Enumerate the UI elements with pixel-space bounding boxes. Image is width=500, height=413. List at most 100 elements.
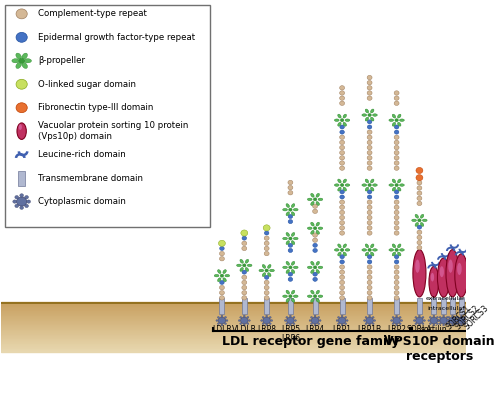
Circle shape: [221, 324, 223, 326]
Text: Cytoplasmic domain: Cytoplasmic domain: [38, 197, 126, 206]
Circle shape: [430, 316, 432, 318]
Circle shape: [367, 296, 372, 300]
Ellipse shape: [398, 187, 401, 191]
Ellipse shape: [316, 290, 320, 294]
Circle shape: [242, 296, 247, 300]
Circle shape: [433, 324, 435, 326]
Ellipse shape: [246, 259, 248, 263]
Circle shape: [392, 316, 394, 318]
Circle shape: [270, 320, 272, 321]
Circle shape: [446, 316, 448, 318]
Text: intracellular: intracellular: [428, 306, 466, 311]
Circle shape: [264, 291, 269, 295]
Ellipse shape: [392, 252, 396, 256]
Bar: [288, 298, 293, 314]
Ellipse shape: [370, 244, 374, 248]
Ellipse shape: [318, 227, 323, 230]
Circle shape: [367, 270, 372, 274]
Circle shape: [346, 320, 348, 321]
Ellipse shape: [343, 179, 346, 183]
Bar: [0, 315, 466, 316]
Circle shape: [418, 324, 420, 326]
Circle shape: [417, 245, 422, 250]
Circle shape: [341, 315, 343, 317]
Circle shape: [288, 266, 292, 269]
Circle shape: [394, 280, 399, 285]
Ellipse shape: [294, 266, 298, 268]
Ellipse shape: [12, 59, 20, 63]
Ellipse shape: [362, 114, 366, 116]
Ellipse shape: [343, 114, 346, 118]
Circle shape: [367, 156, 372, 160]
Circle shape: [313, 243, 318, 247]
Circle shape: [394, 101, 399, 105]
Ellipse shape: [310, 261, 314, 265]
Ellipse shape: [430, 273, 434, 282]
Bar: [0, 346, 466, 347]
Bar: [0, 340, 466, 341]
Circle shape: [288, 277, 292, 281]
Bar: [0, 305, 466, 306]
Circle shape: [242, 241, 247, 245]
Text: Complement-type repeat: Complement-type repeat: [38, 9, 147, 18]
Circle shape: [417, 180, 422, 185]
Ellipse shape: [370, 117, 374, 121]
Circle shape: [20, 206, 24, 209]
Circle shape: [394, 221, 399, 225]
Circle shape: [372, 323, 374, 325]
Circle shape: [288, 272, 292, 276]
Circle shape: [313, 249, 318, 252]
Circle shape: [312, 209, 318, 214]
Circle shape: [218, 323, 220, 325]
Circle shape: [368, 195, 372, 199]
Circle shape: [367, 140, 372, 145]
Circle shape: [16, 197, 27, 206]
Circle shape: [368, 183, 372, 187]
Ellipse shape: [18, 124, 22, 130]
Circle shape: [15, 195, 18, 199]
Circle shape: [394, 166, 399, 170]
Ellipse shape: [362, 249, 366, 251]
Circle shape: [314, 266, 317, 269]
Bar: [0, 308, 466, 309]
Circle shape: [336, 320, 338, 321]
Circle shape: [340, 125, 344, 129]
Ellipse shape: [415, 259, 420, 273]
Bar: [0, 329, 466, 330]
Circle shape: [340, 101, 344, 105]
Circle shape: [340, 166, 344, 170]
Bar: [0, 327, 466, 328]
Circle shape: [264, 280, 269, 285]
Circle shape: [394, 190, 399, 194]
Ellipse shape: [292, 299, 295, 302]
Circle shape: [442, 315, 444, 317]
Circle shape: [367, 275, 372, 280]
Circle shape: [220, 280, 224, 285]
Circle shape: [367, 85, 372, 90]
Ellipse shape: [294, 237, 298, 240]
Ellipse shape: [310, 202, 314, 205]
Ellipse shape: [316, 261, 320, 265]
Bar: [441, 298, 446, 314]
Ellipse shape: [398, 122, 401, 126]
Circle shape: [24, 204, 28, 208]
Circle shape: [15, 204, 18, 208]
Circle shape: [266, 324, 268, 326]
Circle shape: [399, 323, 401, 325]
Circle shape: [265, 269, 268, 272]
Circle shape: [247, 316, 249, 318]
Circle shape: [318, 323, 320, 325]
Ellipse shape: [440, 266, 444, 277]
Circle shape: [393, 317, 400, 324]
Circle shape: [417, 196, 422, 200]
Ellipse shape: [286, 299, 290, 302]
Ellipse shape: [286, 241, 290, 244]
Ellipse shape: [398, 244, 401, 248]
Bar: [0, 326, 466, 327]
Ellipse shape: [370, 109, 374, 113]
Ellipse shape: [362, 184, 366, 186]
Ellipse shape: [420, 214, 424, 218]
Circle shape: [394, 130, 399, 134]
Circle shape: [394, 225, 399, 230]
Circle shape: [394, 195, 399, 199]
